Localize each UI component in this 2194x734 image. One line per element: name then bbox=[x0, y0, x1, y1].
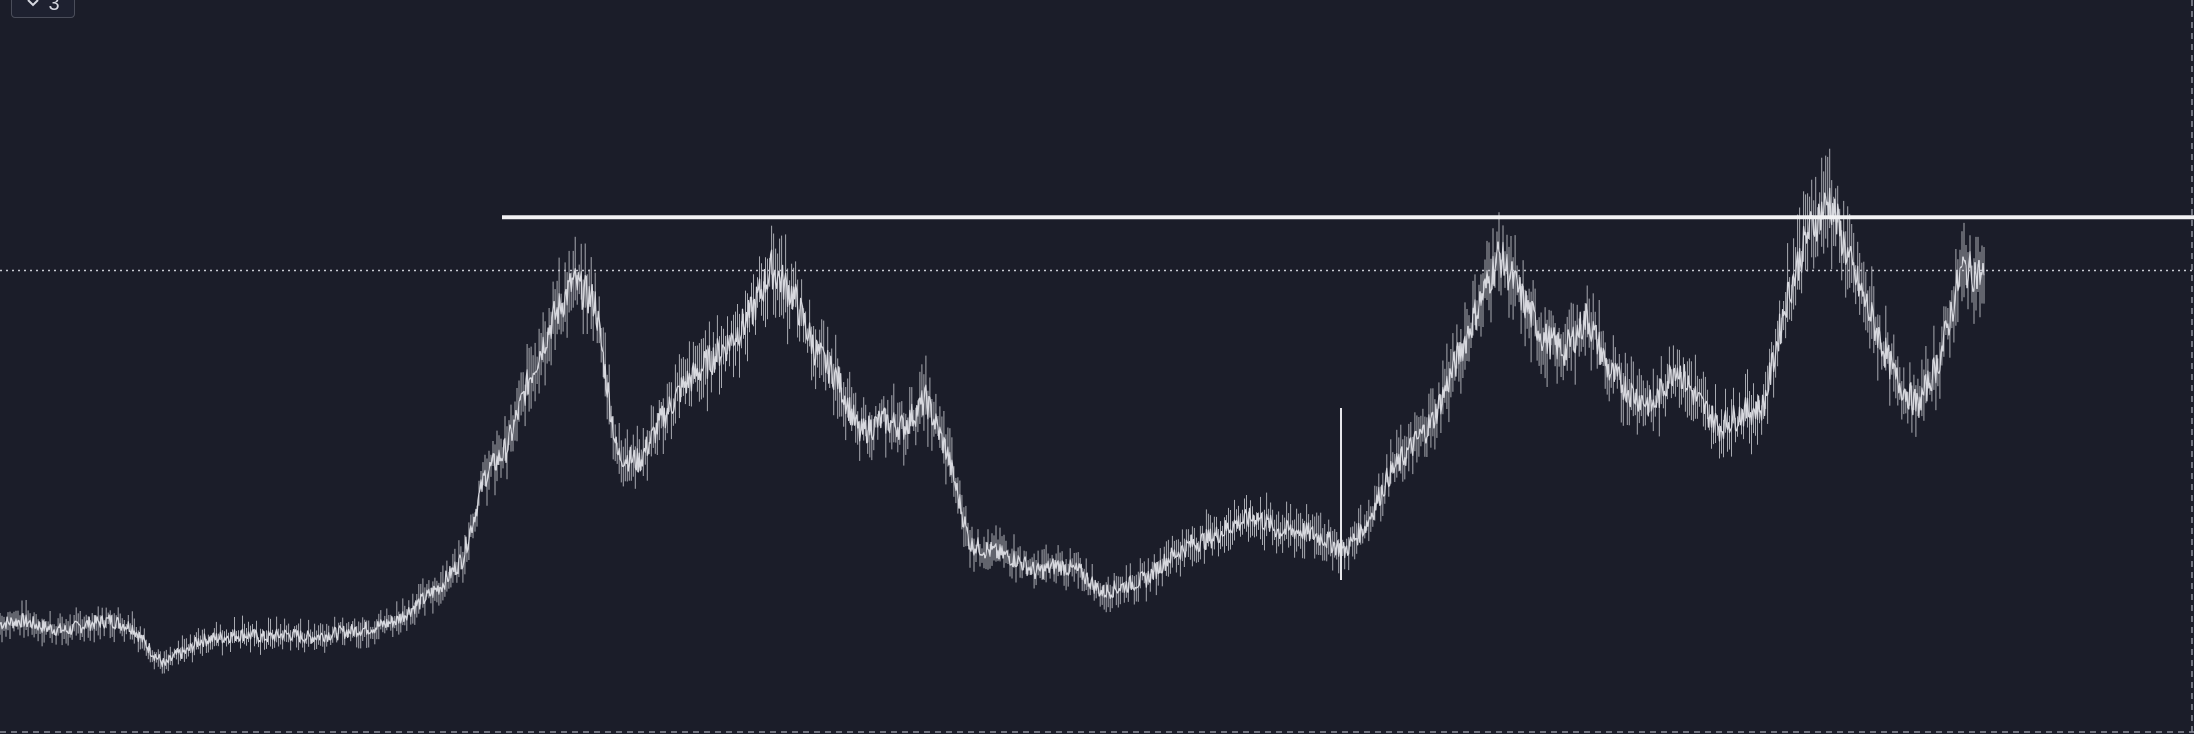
indicators-collapse-button[interactable]: 3 bbox=[11, 0, 75, 18]
price-line bbox=[0, 187, 1985, 668]
indicators-count: 3 bbox=[48, 0, 60, 15]
chevron-down-icon bbox=[26, 0, 40, 10]
price-series-group bbox=[0, 148, 1985, 674]
